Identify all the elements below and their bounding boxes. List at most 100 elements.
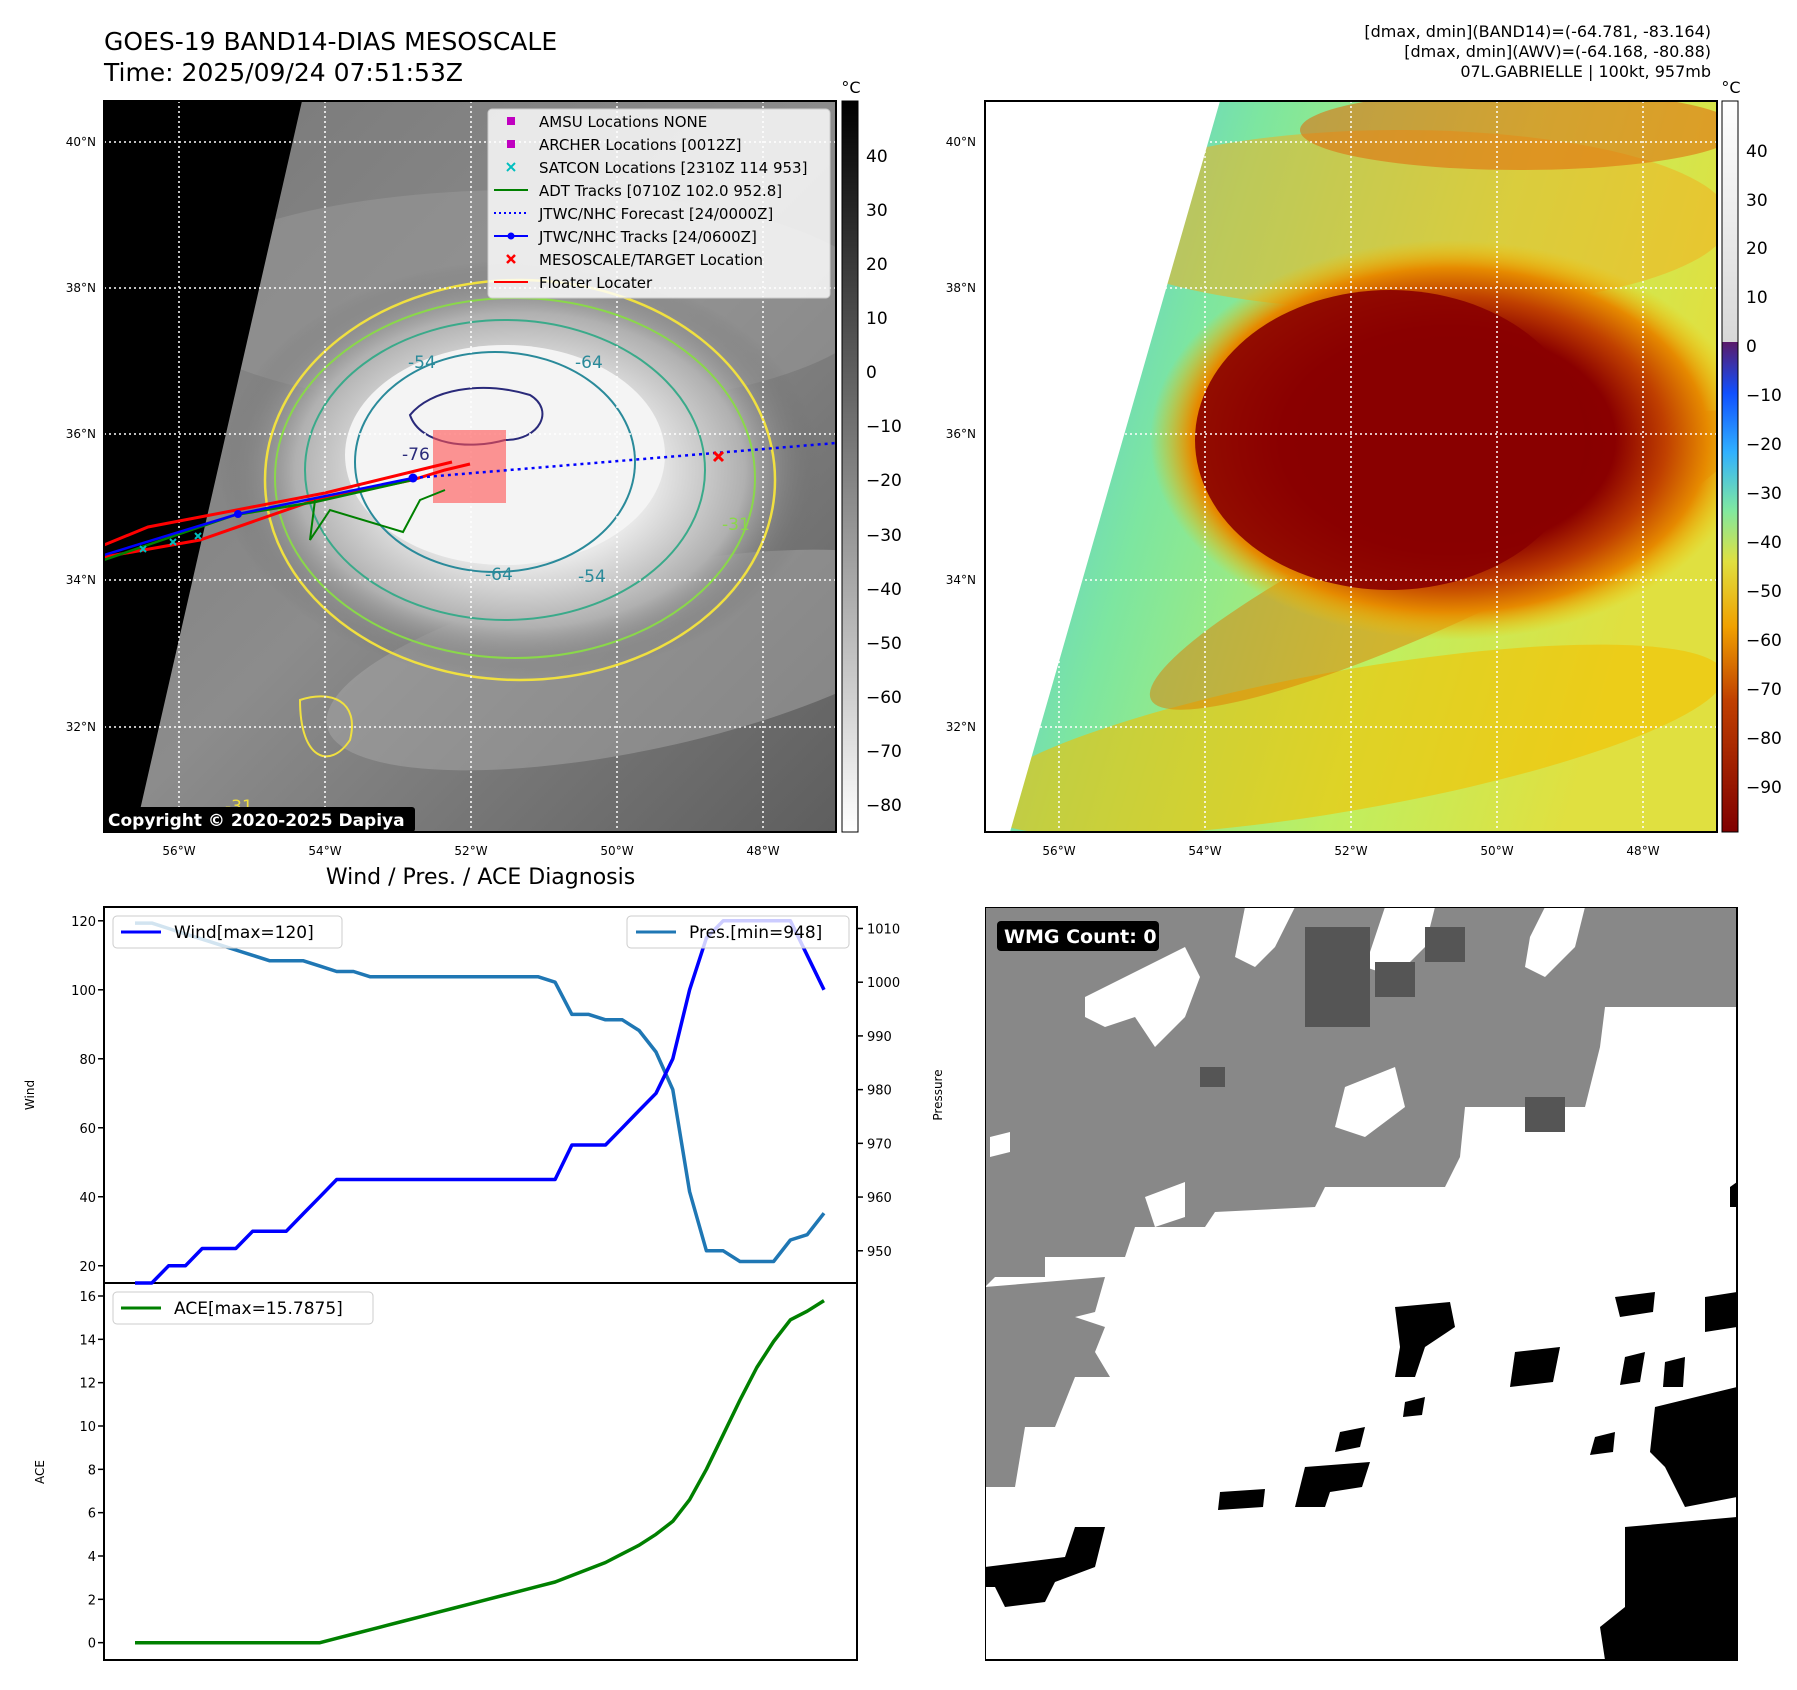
ir-colorbar-unit: °C	[841, 78, 860, 97]
wv-colorbar-tick: −50	[1746, 582, 1782, 602]
jtwc-forecast	[412, 441, 836, 480]
ir-colorbar-tick: 40	[866, 147, 888, 167]
ace-tick: 12	[79, 1377, 96, 1392]
wind-legend: Wind[max=120]	[112, 915, 343, 949]
lat-label: 34°N	[946, 573, 976, 587]
ir-legend: AMSU Locations NONE ARCHER Locations [00…	[487, 108, 831, 299]
ace-axes	[103, 1282, 858, 1661]
wmg-panel: WMG Count: 0	[985, 907, 1738, 1661]
wv-colorbar-tick: −30	[1746, 484, 1782, 504]
ir-colorbar-tick: −20	[866, 471, 902, 491]
wv-colorbar-tick: 10	[1746, 288, 1768, 308]
ace-series-line	[135, 1299, 825, 1645]
lat-label: 40°N	[946, 135, 976, 149]
pressure-tick: 960	[867, 1191, 892, 1206]
lon-label: 56°W	[162, 844, 195, 858]
wv-colorbar-tick: 0	[1746, 337, 1757, 357]
contour-label: -54	[408, 353, 436, 373]
wind-tick: 120	[71, 915, 96, 930]
target-legend-marker	[506, 254, 516, 264]
contour-label: -76	[402, 445, 430, 465]
lon-label: 54°W	[1188, 844, 1221, 858]
ir-colorbar-tick: −50	[866, 634, 902, 654]
ace-tick: 6	[88, 1507, 96, 1522]
wv-colorbar-tick: −20	[1746, 435, 1782, 455]
lon-label: 56°W	[1042, 844, 1075, 858]
ace-tick: 14	[79, 1333, 96, 1348]
ir-colorbar-tick: −30	[866, 526, 902, 546]
wind-tick: 40	[79, 1191, 96, 1206]
diagnosis-chart: 20 40 60 80 100 120 950 960 970 980 990 1000 1010 0…	[23, 906, 945, 1661]
wind-tick: 20	[79, 1260, 96, 1275]
contour-label: -54	[578, 567, 606, 587]
lat-label: 38°N	[946, 281, 976, 295]
storm-summary: 07L.GABRIELLE | 100kt, 957mb	[1460, 62, 1711, 81]
wv-colorbar-tick: 40	[1746, 142, 1768, 162]
ace-tick: 16	[79, 1290, 96, 1305]
ir-colorbar-tick: 20	[866, 255, 888, 275]
lat-label: 36°N	[946, 427, 976, 441]
floater-box	[433, 430, 506, 503]
wmg-imagery	[985, 907, 1737, 1660]
wv-colorbar-tick: −90	[1746, 778, 1782, 798]
title-line-2: Time: 2025/09/24 07:51:53Z	[104, 58, 463, 87]
wind-legend-label: Wind[max=120]	[174, 923, 314, 943]
lat-label: 32°N	[66, 720, 96, 734]
pressure-legend-label: Pres.[min=948]	[689, 923, 822, 943]
title-line-1: GOES-19 BAND14-DIAS MESOSCALE	[104, 27, 558, 56]
legend-label: ADT Tracks [0710Z 102.0 952.8]	[539, 182, 782, 200]
archer-legend-marker	[507, 140, 515, 148]
wind-tick: 60	[79, 1122, 96, 1137]
lon-label: 48°W	[746, 844, 779, 858]
ace-legend: ACE[max=15.7875]	[112, 1291, 374, 1325]
pressure-axis-label: Pressure	[931, 1069, 945, 1120]
wv-colorbar-tick: 30	[1746, 191, 1768, 211]
ace-tick: 10	[79, 1420, 96, 1435]
lat-label: 38°N	[66, 281, 96, 295]
lat-label: 40°N	[66, 135, 96, 149]
lon-label: 52°W	[454, 844, 487, 858]
amsu-legend-marker	[507, 117, 515, 125]
legend-label: MESOSCALE/TARGET Location	[539, 251, 763, 269]
wv-colorbar-tick: −60	[1746, 631, 1782, 651]
target-location-marker	[712, 450, 725, 463]
lat-label: 34°N	[66, 573, 96, 587]
wv-colorbar-tick: −40	[1746, 533, 1782, 553]
figure-title: GOES-19 BAND14-DIAS MESOSCALE Time: 2025…	[104, 26, 557, 88]
pressure-tick: 990	[867, 1030, 892, 1045]
ir-colorbar-tick: 30	[866, 201, 888, 221]
contour-label: -64	[575, 353, 603, 373]
pressure-series-line	[135, 921, 826, 1264]
wmg-count-badge	[997, 921, 1159, 951]
legend-label: JTWC/NHC Forecast [24/0000Z]	[538, 205, 773, 223]
lon-label: 54°W	[308, 844, 341, 858]
ir-colorbar	[841, 100, 859, 833]
ir-colorbar-tick: −70	[866, 742, 902, 762]
awv-range: [dmax, dmin](AWV)=(-64.168, -80.88)	[1404, 42, 1711, 61]
wmg-count-label: WMG Count: 0	[1004, 926, 1157, 948]
diagnosis-title: Wind / Pres. / ACE Diagnosis	[325, 865, 636, 890]
adt-track	[104, 478, 413, 562]
wind-tick: 100	[71, 984, 96, 999]
lon-label: 50°W	[600, 844, 633, 858]
band14-range: [dmax, dmin](BAND14)=(-64.781, -83.164)	[1364, 22, 1711, 41]
pressure-tick: 1000	[867, 976, 900, 991]
contour-label: -31	[722, 515, 750, 535]
pressure-legend: Pres.[min=948]	[626, 915, 850, 949]
legend-label: AMSU Locations NONE	[539, 113, 707, 131]
ir-colorbar-tick: −60	[866, 688, 902, 708]
ir-map-panel: -54 -64 -76 -64 -54 -31 -31 40°N 38°N 36…	[66, 78, 1782, 858]
pressure-tick: 950	[867, 1245, 892, 1260]
wind-axis-label: Wind	[23, 1080, 37, 1110]
wv-colorbar-tick: 20	[1746, 239, 1768, 259]
lat-label: 32°N	[946, 720, 976, 734]
ir-colorbar-tick: −80	[866, 796, 902, 816]
legend-label: ARCHER Locations [0012Z]	[539, 136, 742, 154]
wv-imagery	[985, 101, 1717, 832]
contour-label: -64	[485, 565, 513, 585]
wv-colorbar-tick: −80	[1746, 729, 1782, 749]
wv-colorbar-unit: °C	[1721, 78, 1740, 97]
copyright-label: Copyright © 2020-2025 Dapiya	[108, 811, 405, 831]
pressure-tick: 970	[867, 1137, 892, 1152]
legend-label: Floater Locater	[539, 274, 653, 292]
